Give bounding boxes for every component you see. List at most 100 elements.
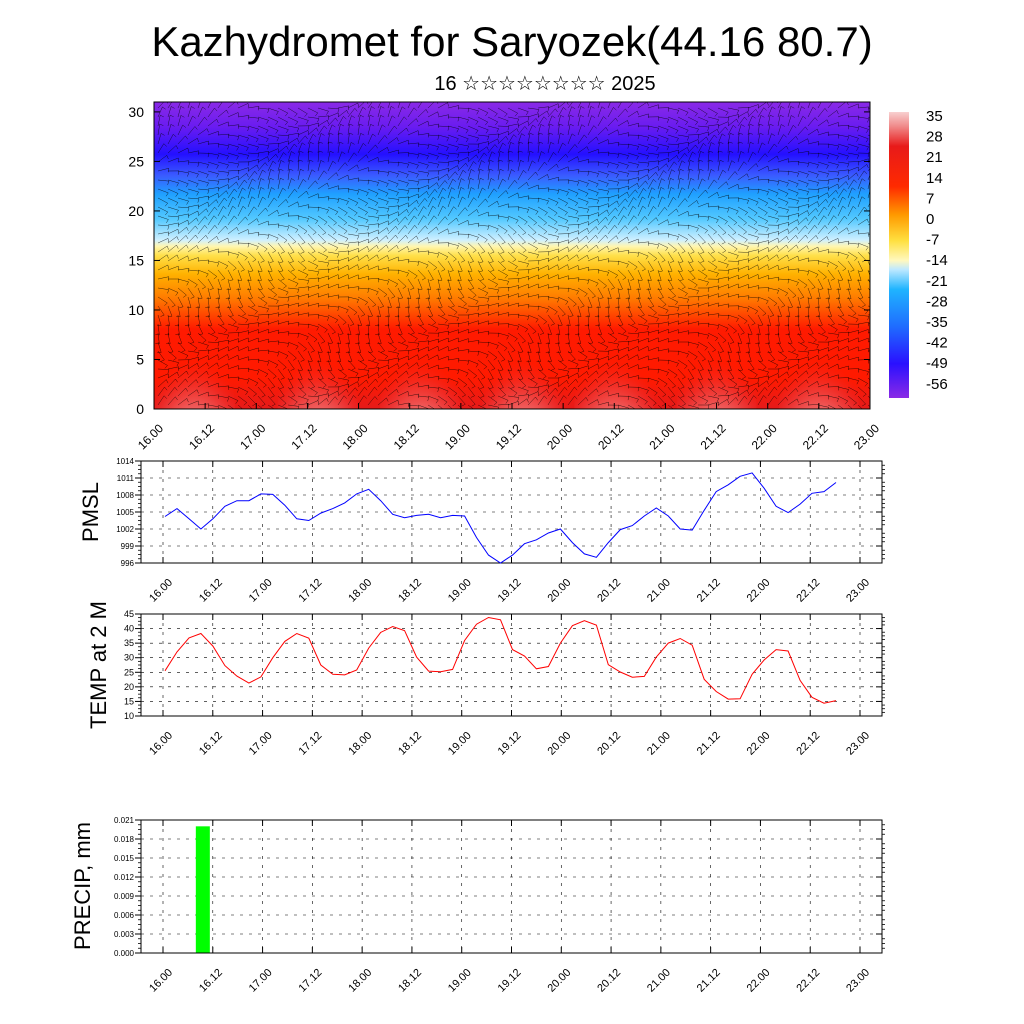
wind-barb bbox=[357, 368, 370, 375]
wind-barb bbox=[257, 314, 270, 319]
wind-barb bbox=[397, 287, 404, 300]
wind-barb bbox=[507, 269, 520, 277]
wind-barb bbox=[687, 233, 697, 244]
wind-barb bbox=[667, 404, 674, 409]
temp-ytick-label: 45 bbox=[124, 609, 134, 619]
wind-barb bbox=[487, 138, 499, 145]
wind-barb bbox=[587, 296, 593, 309]
wind-barb bbox=[817, 341, 830, 347]
wind-barb bbox=[437, 143, 449, 152]
wind-barb bbox=[807, 106, 817, 118]
wind-barb bbox=[167, 179, 179, 187]
wind-barb bbox=[467, 287, 477, 298]
wind-barb bbox=[397, 106, 406, 118]
wind-barb bbox=[277, 395, 287, 406]
wind-barb bbox=[177, 170, 190, 177]
wind-barb bbox=[397, 258, 410, 264]
wind-barb bbox=[847, 187, 856, 199]
wind-barb bbox=[397, 380, 409, 388]
wind-barb bbox=[747, 382, 760, 388]
precip-ytick-label: 0.009 bbox=[114, 892, 135, 901]
wind-barb bbox=[667, 386, 676, 398]
wind-barb bbox=[707, 191, 719, 199]
cs-ytick-label: 10 bbox=[128, 302, 144, 318]
precip-xtick-label: 16.00 bbox=[147, 967, 175, 995]
wind-barb bbox=[277, 233, 288, 244]
wind-barb bbox=[837, 227, 849, 235]
wind-barb bbox=[507, 134, 517, 145]
pmsl-ytick-label: 1002 bbox=[116, 525, 134, 534]
wind-barb bbox=[377, 124, 386, 136]
wind-barb bbox=[757, 380, 769, 388]
wind-barb bbox=[757, 240, 769, 245]
wind-barb bbox=[297, 278, 310, 285]
wind-barb bbox=[467, 359, 479, 368]
wind-barb bbox=[727, 377, 738, 388]
wind-barb bbox=[576, 332, 582, 345]
wind-barb bbox=[267, 359, 279, 369]
wind-barb bbox=[817, 383, 830, 388]
wind-barb bbox=[207, 371, 219, 379]
wind-barb bbox=[377, 397, 389, 406]
wind-barb bbox=[457, 169, 467, 181]
wind-barb bbox=[767, 197, 779, 207]
wind-barb bbox=[447, 125, 460, 133]
wind-barb bbox=[457, 368, 469, 377]
wind-barb bbox=[417, 332, 429, 340]
wind-barb bbox=[527, 215, 538, 226]
wind-barb bbox=[747, 395, 757, 406]
wind-barb bbox=[567, 265, 580, 271]
wind-barb bbox=[247, 368, 260, 375]
wind-barb bbox=[605, 296, 610, 309]
wind-barb bbox=[577, 278, 590, 285]
wind-barb bbox=[756, 341, 761, 354]
wind-barb bbox=[187, 126, 198, 136]
wind-barb bbox=[667, 377, 676, 389]
wind-barb bbox=[207, 179, 220, 186]
wind-barb bbox=[787, 212, 799, 218]
wind-barb bbox=[536, 350, 541, 362]
wind-barb bbox=[467, 187, 475, 199]
wind-barb bbox=[417, 323, 428, 334]
wind-barb bbox=[377, 114, 385, 127]
wind-barb bbox=[417, 225, 428, 235]
wind-barb bbox=[507, 215, 519, 224]
wind-barb bbox=[217, 109, 229, 118]
wind-barb bbox=[577, 378, 588, 388]
wind-barb bbox=[607, 152, 620, 159]
wind-barb bbox=[587, 136, 599, 145]
wind-barb bbox=[567, 372, 579, 379]
wind-barb bbox=[625, 287, 630, 300]
wind-barb bbox=[377, 341, 385, 353]
wind-barb bbox=[767, 296, 778, 307]
wind-barb bbox=[477, 134, 490, 141]
wind-barb bbox=[577, 287, 588, 297]
wind-barb bbox=[457, 219, 470, 226]
wind-barb bbox=[827, 260, 838, 270]
chart-title: Kazhydromet for Saryozek(44.16 80.7) bbox=[151, 18, 873, 65]
wind-barb bbox=[847, 152, 860, 159]
wind-barb bbox=[707, 368, 713, 381]
wind-barb bbox=[157, 206, 169, 216]
precip-ytick-label: 0.015 bbox=[114, 854, 135, 863]
wind-barb bbox=[257, 368, 269, 378]
wind-barb bbox=[787, 234, 799, 244]
wind-barb bbox=[657, 314, 670, 320]
wind-barb bbox=[727, 391, 740, 397]
wind-barb bbox=[167, 228, 180, 235]
wind-barb bbox=[397, 332, 407, 344]
wind-barb bbox=[277, 160, 285, 172]
wind-barb bbox=[647, 404, 653, 409]
wind-barb bbox=[707, 159, 713, 172]
wind-barb bbox=[857, 116, 870, 123]
wind-barb bbox=[597, 127, 609, 136]
wind-barb bbox=[217, 206, 227, 217]
wind-barb bbox=[327, 132, 334, 145]
wind-barb bbox=[797, 217, 809, 226]
wind-barb bbox=[307, 193, 320, 199]
wind-barb bbox=[777, 266, 790, 271]
wind-barb bbox=[577, 102, 582, 109]
wind-barb bbox=[827, 395, 840, 403]
wind-barb bbox=[307, 277, 320, 282]
wind-barb bbox=[177, 350, 189, 359]
